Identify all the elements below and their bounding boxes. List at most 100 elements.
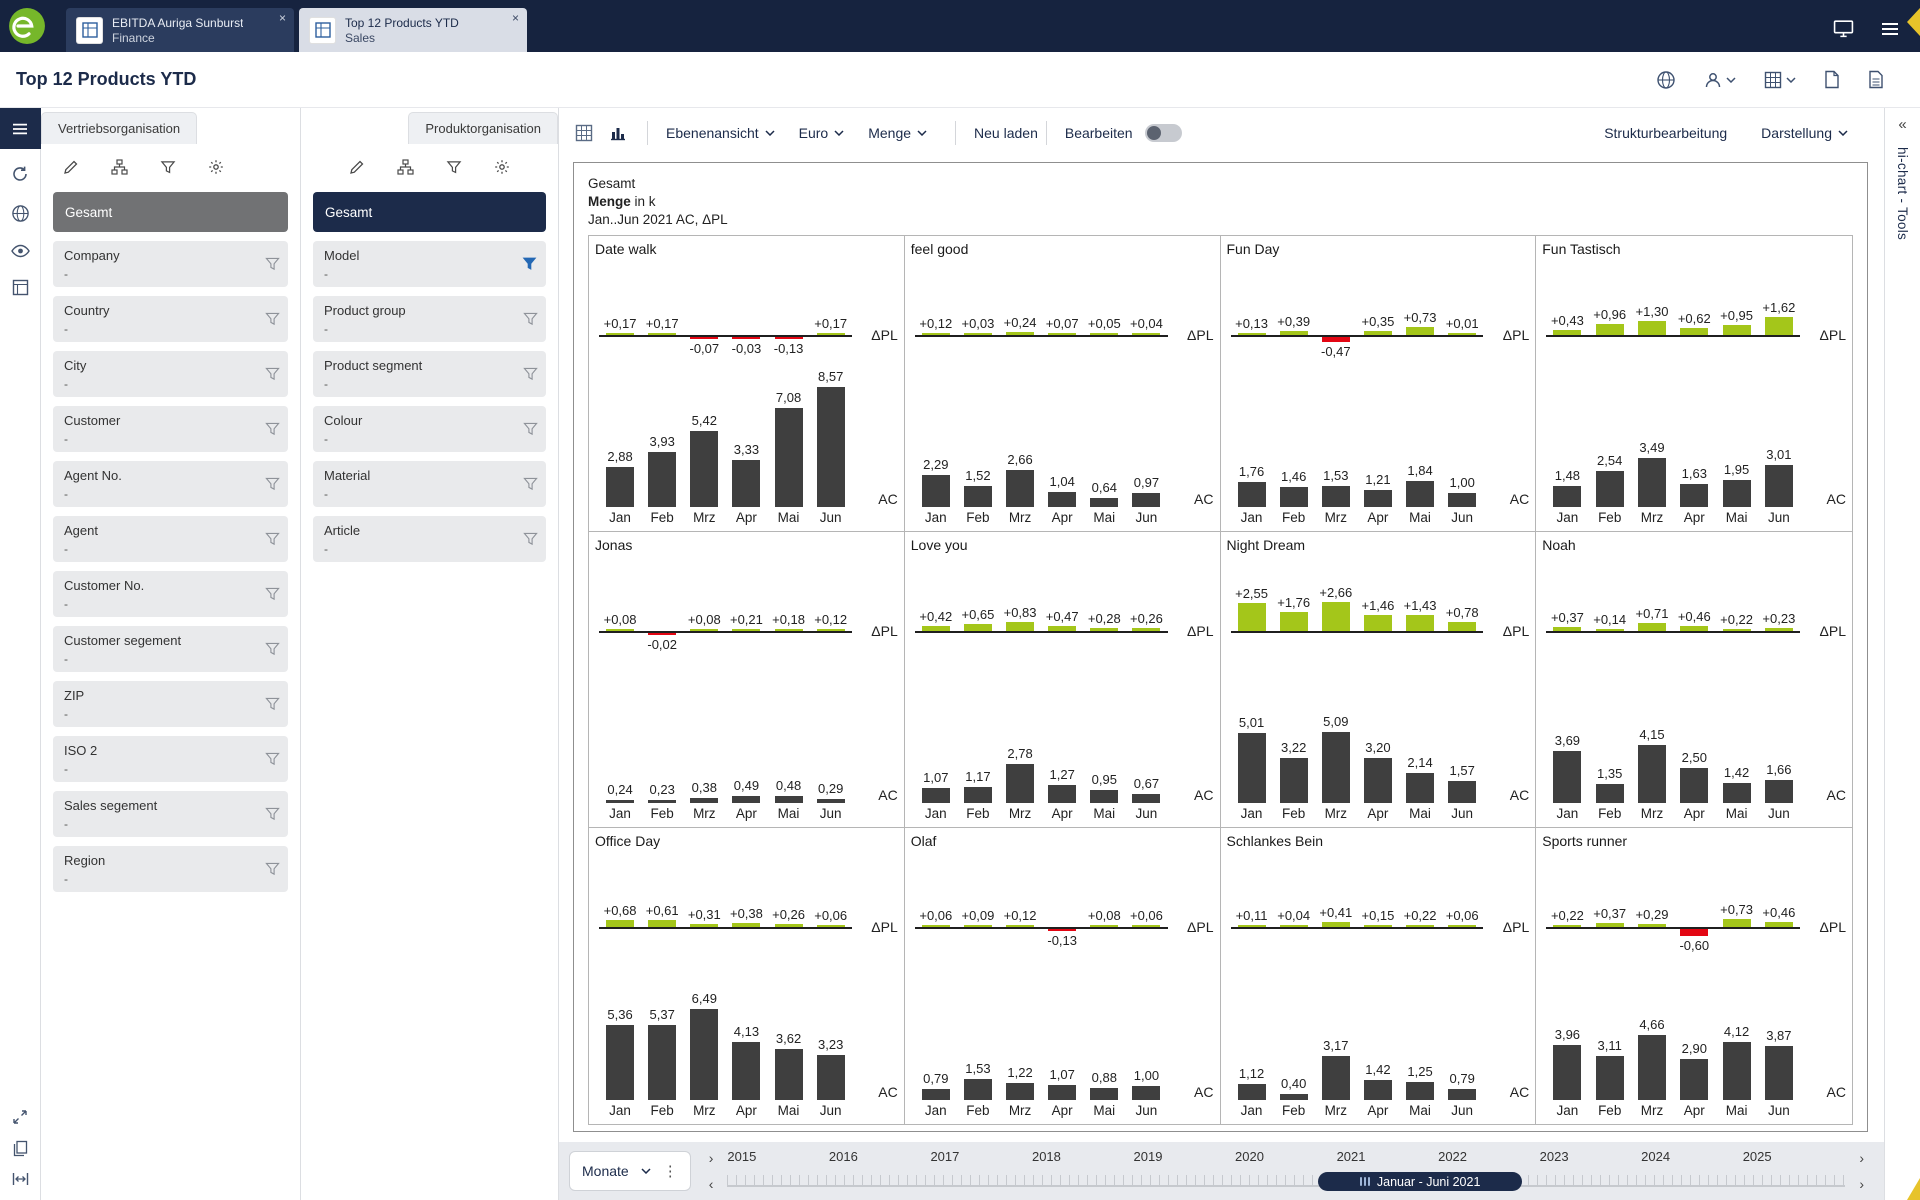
product-cell-fun-day[interactable]: Fun Day +0,13 +0,39 -0,47 +0,35 +0,73 +0,01 ΔPL… bbox=[1220, 236, 1537, 532]
filter-item-agent-no[interactable]: Agent No. - bbox=[53, 461, 288, 507]
main-menu-icon[interactable] bbox=[1880, 21, 1900, 37]
delta-bar-positive[interactable] bbox=[1048, 626, 1077, 631]
ac-bar[interactable] bbox=[1321, 732, 1350, 803]
delta-bar-positive[interactable] bbox=[1132, 628, 1161, 631]
product-cell-night-dream[interactable]: Night Dream +2,55 +1,76 +2,66 +1,46 +1,43 +0,7… bbox=[1220, 532, 1537, 828]
ac-bar[interactable] bbox=[648, 1025, 677, 1100]
filter-item-model[interactable]: Model - bbox=[313, 241, 546, 287]
year-label[interactable]: 2023 bbox=[1539, 1149, 1569, 1164]
filter-item-product-segment[interactable]: Product segment - bbox=[313, 351, 546, 397]
delta-bar-positive[interactable] bbox=[1406, 925, 1435, 927]
filter-item-gesamt[interactable]: Gesamt bbox=[53, 192, 288, 232]
delta-bar-positive[interactable] bbox=[816, 925, 845, 927]
ac-bar[interactable] bbox=[1448, 1089, 1477, 1100]
edit-pencil-icon[interactable] bbox=[63, 159, 79, 175]
delta-bar-positive[interactable] bbox=[963, 624, 992, 631]
ac-bar[interactable] bbox=[774, 796, 803, 803]
delta-bar-positive[interactable] bbox=[1237, 925, 1266, 927]
collapse-panel-icon[interactable]: « bbox=[1898, 116, 1907, 133]
ac-bar[interactable] bbox=[1279, 487, 1308, 507]
delta-bar-positive[interactable] bbox=[1237, 333, 1266, 335]
delta-bar-positive[interactable] bbox=[1448, 333, 1477, 335]
year-label[interactable]: 2015 bbox=[727, 1149, 757, 1164]
ac-bar[interactable] bbox=[1006, 764, 1035, 803]
filter-item-sales-segement[interactable]: Sales segement - bbox=[53, 791, 288, 837]
delta-bar-positive[interactable] bbox=[648, 920, 677, 927]
delta-bar-positive[interactable] bbox=[1595, 923, 1624, 927]
delta-bar-positive[interactable] bbox=[816, 629, 845, 631]
ac-bar[interactable] bbox=[1363, 1080, 1392, 1100]
delta-bar-positive[interactable] bbox=[1448, 622, 1477, 631]
filter-funnel-icon[interactable] bbox=[265, 587, 280, 602]
filter-item-product-group[interactable]: Product group - bbox=[313, 296, 546, 342]
ac-bar[interactable] bbox=[1048, 492, 1077, 507]
delta-bar-positive[interactable] bbox=[648, 333, 677, 335]
level-view-dropdown[interactable]: Ebenenansicht bbox=[666, 125, 775, 141]
ac-bar[interactable] bbox=[1722, 783, 1751, 803]
delta-bar-positive[interactable] bbox=[1764, 922, 1793, 927]
filter-funnel-icon[interactable] bbox=[523, 477, 538, 492]
filter-funnel-icon[interactable] bbox=[265, 367, 280, 382]
structure-edit-button[interactable]: Strukturbearbeitung bbox=[1604, 125, 1728, 141]
filter-funnel-icon[interactable] bbox=[265, 697, 280, 712]
year-label[interactable]: 2019 bbox=[1133, 1149, 1163, 1164]
ac-bar[interactable] bbox=[1764, 780, 1793, 803]
delta-bar-positive[interactable] bbox=[816, 333, 845, 335]
product-cell-office-day[interactable]: Office Day +0,68 +0,61 +0,31 +0,38 +0,26 +0,06… bbox=[589, 828, 905, 1124]
ac-bar[interactable] bbox=[774, 1049, 803, 1100]
ac-bar[interactable] bbox=[1722, 480, 1751, 507]
delta-bar-positive[interactable] bbox=[606, 920, 635, 927]
delta-bar-positive[interactable] bbox=[1637, 321, 1666, 335]
scroll-left-icon[interactable]: ‹ bbox=[708, 1176, 714, 1192]
filter-item-agent[interactable]: Agent - bbox=[53, 516, 288, 562]
product-cell-olaf[interactable]: Olaf +0,06 +0,09 +0,12 -0,13 +0,08 +0,06 ΔPL 0,7… bbox=[905, 828, 1221, 1124]
delta-bar-positive[interactable] bbox=[1006, 925, 1035, 927]
delta-bar-positive[interactable] bbox=[1595, 629, 1624, 631]
timeline-track[interactable] bbox=[727, 1175, 1846, 1187]
filter-funnel-icon[interactable] bbox=[265, 752, 280, 767]
delta-bar-positive[interactable] bbox=[1006, 332, 1035, 335]
settings-gear-icon[interactable] bbox=[208, 159, 224, 175]
ac-bar[interactable] bbox=[1279, 758, 1308, 803]
filter-item-customer-no[interactable]: Customer No. - bbox=[53, 571, 288, 617]
more-options-icon[interactable]: ⋮ bbox=[662, 1163, 678, 1180]
delta-bar-negative[interactable] bbox=[1048, 929, 1077, 931]
document-icon[interactable] bbox=[1824, 70, 1840, 89]
delta-bar-positive[interactable] bbox=[963, 333, 992, 335]
delta-bar-positive[interactable] bbox=[690, 924, 719, 927]
filter-funnel-icon[interactable] bbox=[446, 160, 462, 175]
delta-bar-positive[interactable] bbox=[1680, 328, 1709, 335]
filter-funnel-icon[interactable] bbox=[265, 862, 280, 877]
delta-bar-positive[interactable] bbox=[1090, 925, 1119, 927]
delta-bar-positive[interactable] bbox=[1406, 327, 1435, 335]
ac-bar[interactable] bbox=[1637, 1035, 1666, 1100]
ac-bar[interactable] bbox=[1006, 470, 1035, 507]
delta-bar-positive[interactable] bbox=[1553, 330, 1582, 335]
delta-bar-positive[interactable] bbox=[1279, 331, 1308, 335]
ac-bar[interactable] bbox=[1237, 733, 1266, 803]
year-label[interactable]: 2020 bbox=[1235, 1149, 1264, 1164]
filter-item-country[interactable]: Country - bbox=[53, 296, 288, 342]
filter-funnel-icon[interactable] bbox=[265, 257, 280, 272]
delta-bar-positive[interactable] bbox=[1448, 925, 1477, 927]
ac-bar[interactable] bbox=[1637, 745, 1666, 803]
ac-bar[interactable] bbox=[1553, 1045, 1582, 1100]
copy-pages-icon[interactable] bbox=[13, 1140, 28, 1157]
ac-bar[interactable] bbox=[1363, 490, 1392, 507]
filter-item-colour[interactable]: Colour - bbox=[313, 406, 546, 452]
export-table-menu[interactable] bbox=[1764, 71, 1796, 89]
delta-bar-positive[interactable] bbox=[921, 626, 950, 631]
presentation-monitor-icon[interactable] bbox=[1833, 19, 1854, 38]
ac-bar[interactable] bbox=[1764, 465, 1793, 507]
delta-bar-positive[interactable] bbox=[1680, 626, 1709, 631]
product-cell-date-walk[interactable]: Date walk +0,17 +0,17 -0,07 -0,03 -0,13 +0,17 Δ… bbox=[589, 236, 905, 532]
ac-bar[interactable] bbox=[1090, 790, 1119, 803]
year-label[interactable]: 2022 bbox=[1438, 1149, 1468, 1164]
hierarchy-sitemap-icon[interactable] bbox=[111, 159, 128, 175]
user-menu[interactable] bbox=[1704, 71, 1736, 89]
year-label[interactable]: 2016 bbox=[828, 1149, 858, 1164]
delta-bar-positive[interactable] bbox=[1637, 623, 1666, 631]
filter-item-company[interactable]: Company - bbox=[53, 241, 288, 287]
delta-bar-positive[interactable] bbox=[921, 333, 950, 335]
delta-bar-positive[interactable] bbox=[1048, 333, 1077, 335]
